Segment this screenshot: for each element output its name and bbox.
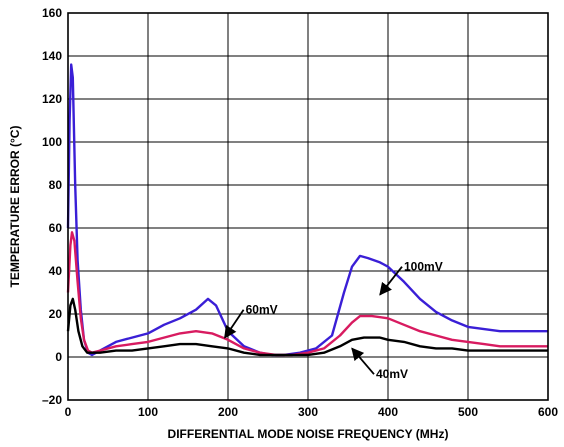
annotation-label: 60mV xyxy=(246,303,278,317)
x-tick-labels: 0 100 200 300 400 500 600 xyxy=(65,405,559,419)
x-tick-label: 200 xyxy=(218,405,238,419)
grid-lines xyxy=(68,13,548,400)
y-axis-label: TEMPERATURE ERROR (°C) xyxy=(8,126,22,288)
annotation-arrow xyxy=(379,266,403,296)
y-tick-label: –20 xyxy=(42,393,62,407)
y-tick-label: 160 xyxy=(42,6,62,20)
y-tick-label: 140 xyxy=(42,49,62,63)
series-line-40mV xyxy=(66,297,548,357)
x-tick-label: 300 xyxy=(298,405,318,419)
x-axis-label: DIFFERENTIAL MODE NOISE FREQUENCY (MHz) xyxy=(168,427,449,441)
x-tick-label: 100 xyxy=(138,405,158,419)
y-tick-labels: –20 0 20 40 60 80 100 120 140 160 xyxy=(42,6,62,407)
annotation-label: 100mV xyxy=(404,260,443,274)
annotation-arrow xyxy=(351,347,375,375)
y-tick-label: 120 xyxy=(42,92,62,106)
x-tick-label: 400 xyxy=(378,405,398,419)
y-tick-label: 40 xyxy=(49,264,63,278)
plot-frame xyxy=(67,12,549,401)
annotation-label: 40mV xyxy=(376,367,408,381)
y-tick-label: 60 xyxy=(49,221,63,235)
annotations: 100mV 60mV 40mV xyxy=(224,260,443,381)
y-tick-label: 0 xyxy=(55,350,62,364)
y-tick-label: 100 xyxy=(42,135,62,149)
annotation-arrow xyxy=(224,309,245,339)
y-tick-label: 20 xyxy=(49,307,63,321)
x-tick-label: 600 xyxy=(538,405,558,419)
x-tick-label: 500 xyxy=(458,405,478,419)
series-lines xyxy=(66,63,548,357)
series-line-60mV xyxy=(66,231,548,357)
y-tick-label: 80 xyxy=(49,178,63,192)
x-tick-label: 0 xyxy=(65,405,72,419)
